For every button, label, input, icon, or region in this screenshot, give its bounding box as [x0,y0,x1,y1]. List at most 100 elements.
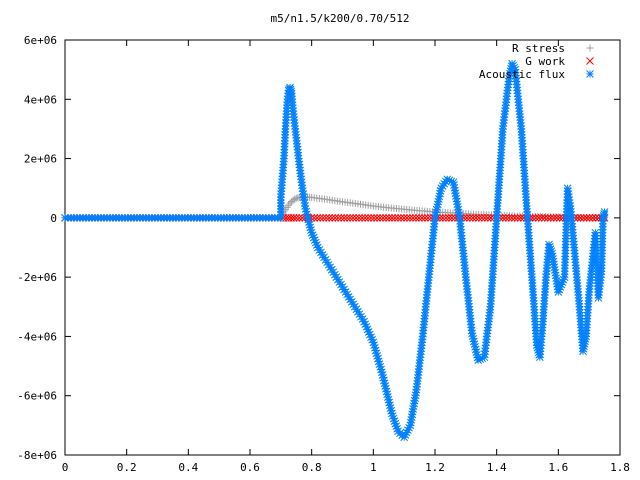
data-point [367,214,375,222]
data-point [310,214,319,222]
data-point [424,214,432,222]
data-point [552,214,561,222]
data-point [289,196,297,204]
data-point [439,214,447,222]
data-point [501,214,510,222]
plot-area [64,39,621,456]
data-point [412,214,420,222]
data-point [507,214,516,222]
data-point [588,214,597,222]
data-point [337,280,345,289]
data-point [576,214,585,222]
data-point [313,214,322,222]
data-point [334,214,343,222]
data-point [361,214,369,222]
data-point [472,214,480,222]
x-tick-label: 1.6 [548,461,568,474]
x-tick-label: 0.2 [117,461,137,474]
data-point [585,214,594,222]
data-point [480,214,489,222]
data-point [442,214,450,222]
data-point [382,214,390,222]
data-point [335,278,344,286]
data-point [591,214,600,222]
data-point [391,214,399,222]
data-point [397,214,405,222]
legend-marker [586,44,594,52]
data-point [352,214,360,222]
x-tick-label: 0.6 [240,461,260,474]
data-point [337,214,346,222]
data-point [394,214,402,222]
data-point [448,214,456,222]
chart-title: m5/n1.5/k200/0.70/512 [270,12,409,25]
data-point [415,214,423,222]
data-point [406,214,414,222]
x-tick-label: 0 [62,461,69,474]
data-point [582,214,591,222]
data-point [292,214,301,222]
data-point [546,214,555,222]
data-point [483,214,492,222]
data-point [600,208,609,216]
data-point [370,214,378,222]
data-point [421,214,429,222]
y-tick-label: 2e+06 [24,153,57,166]
data-point [549,214,558,222]
data-point [555,214,564,222]
y-tick-label: -6e+06 [17,390,57,403]
data-point [322,214,331,222]
data-point [403,214,411,222]
data-point [316,214,325,222]
data-point [291,195,299,203]
data-point [463,214,471,222]
data-point [379,214,387,222]
x-tick-label: 1.8 [610,461,630,474]
y-tick-label: 4e+06 [24,93,57,106]
data-point [513,214,522,222]
data-point [475,214,483,222]
data-point [409,214,417,222]
data-point [579,214,588,222]
data-point [325,214,334,222]
data-point [364,214,372,222]
data-point [531,214,540,222]
data-point [504,214,513,222]
y-tick-label: -2e+06 [17,271,57,284]
data-point [289,214,298,222]
data-point [445,214,453,222]
y-tick-label: 0 [50,212,57,225]
data-point [418,214,426,222]
data-point [516,214,525,222]
data-point [355,214,363,222]
y-tick-label: -8e+06 [17,449,57,462]
series-acoustic-flux [61,59,609,442]
data-point [376,214,384,222]
data-point [328,214,337,222]
legend-marker [586,57,594,65]
data-point [340,214,349,222]
data-point [286,199,294,207]
data-point [466,214,474,222]
data-point [540,214,549,222]
legend-label: Acoustic flux [479,68,565,81]
data-point [295,214,304,222]
data-point [469,214,477,222]
x-tick-label: 1.2 [425,461,445,474]
x-tick-label: 0.4 [178,461,198,474]
series-layer [61,59,609,442]
data-point [343,214,351,222]
legend-marker [586,70,594,78]
data-point [534,214,543,222]
data-point [346,214,354,222]
data-point [319,214,328,222]
x-tick-label: 1.4 [487,461,507,474]
y-tick-label: -4e+06 [17,330,57,343]
y-tick-label: 6e+06 [24,34,57,47]
x-tick-label: 1 [370,461,377,474]
data-point [537,214,546,222]
legend-label: G work [525,55,565,68]
data-point [543,214,552,222]
